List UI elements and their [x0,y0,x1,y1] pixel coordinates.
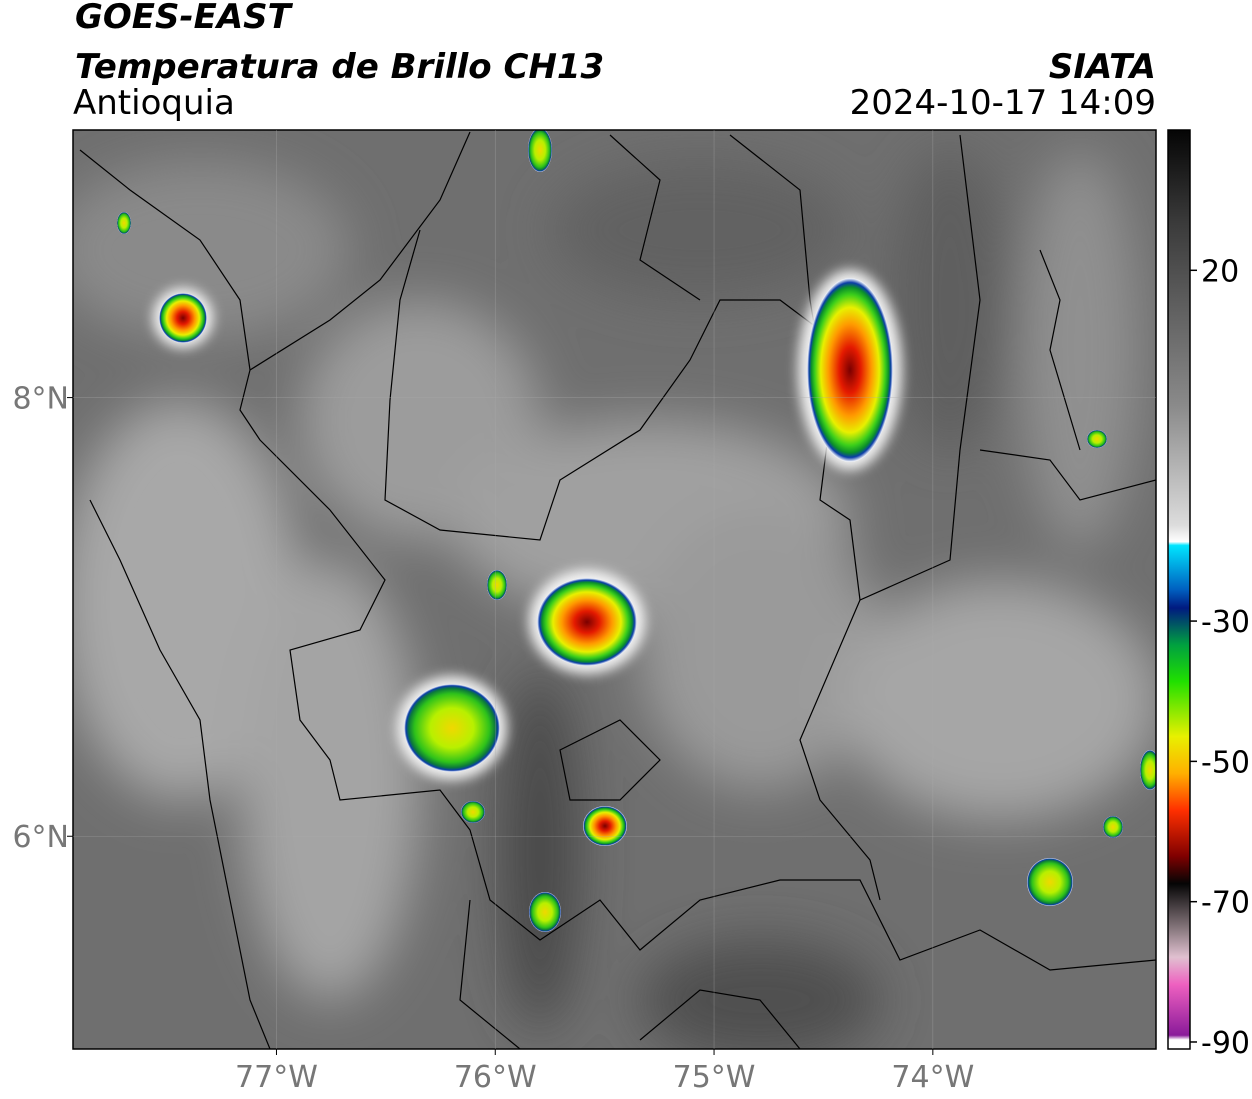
datetime: 2024-10-17 14:09 [850,83,1156,123]
colorbar [1167,129,1191,1050]
product: Temperatura de Brillo CH13 [75,47,604,87]
region: Antioquia [73,83,235,123]
agency: SIATA [1049,47,1156,87]
map-frame [72,129,1157,1050]
x-tick-label: 75°W [673,1060,756,1095]
x-tick-label: 77°W [235,1060,318,1095]
satellite: GOES-EAST [75,0,294,37]
map-image [73,130,1156,1049]
colorbar-label: -90 [1201,1026,1250,1061]
colorbar-label: -70 [1201,886,1250,921]
colorbar-label: 20 [1201,254,1239,289]
x-tick-label: 76°W [454,1060,537,1095]
y-tick-label: 8°N [12,382,69,417]
y-tick-label: 6°N [12,820,69,855]
colorbar-label: -50 [1201,745,1250,780]
x-tick-label: 74°W [891,1060,974,1095]
colorbar-label: -30 [1201,605,1250,640]
